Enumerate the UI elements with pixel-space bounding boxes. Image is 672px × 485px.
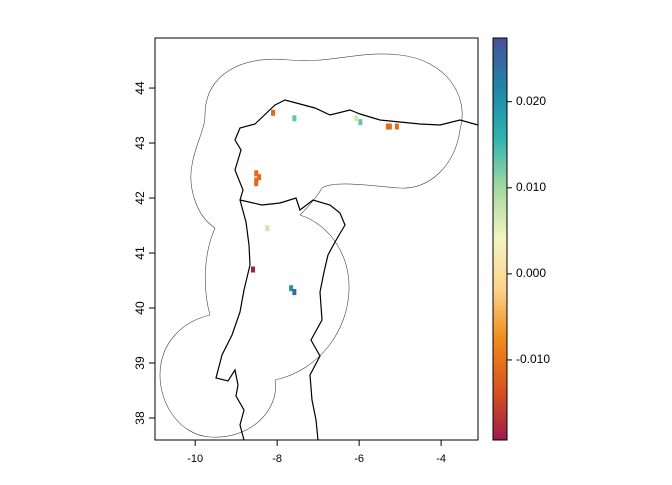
y-tick-label: 39 xyxy=(133,356,147,370)
raster-cell xyxy=(385,123,390,130)
y-tick-label: 43 xyxy=(133,136,147,150)
x-tick-label: -6 xyxy=(354,453,364,465)
plot-frame xyxy=(154,37,479,441)
raster-cell xyxy=(271,109,276,116)
y-tick-label: 44 xyxy=(133,81,147,95)
colorbar-tick-label: 0.010 xyxy=(516,180,546,194)
raster-cell xyxy=(250,266,255,273)
raster-cell xyxy=(358,119,363,126)
colorbar-tick-label: 0.020 xyxy=(516,94,546,108)
map-outlines xyxy=(159,53,479,441)
y-tick-label: 41 xyxy=(133,246,147,260)
raster-cell xyxy=(292,115,297,122)
coastline xyxy=(215,99,479,441)
border xyxy=(239,197,346,441)
colorbar-frame xyxy=(492,37,508,441)
buffer-outline xyxy=(159,53,463,438)
raster-cell xyxy=(387,123,392,130)
x-tick-label: -10 xyxy=(187,453,203,465)
colorbar-tick-label: 0.000 xyxy=(516,266,546,280)
x-tick-label: -4 xyxy=(436,453,446,465)
raster-cell xyxy=(292,289,297,296)
raster-cell xyxy=(354,115,359,122)
raster-cell xyxy=(394,123,399,130)
raster-cell xyxy=(254,180,259,187)
y-tick-label: 40 xyxy=(133,301,147,315)
y-tick-label: 38 xyxy=(133,411,147,425)
colorbar xyxy=(493,38,507,440)
x-tick-label: -8 xyxy=(272,453,282,465)
raster-cell xyxy=(257,174,262,181)
raster-cell xyxy=(265,225,270,232)
raster-cell xyxy=(254,170,259,177)
raster-cell xyxy=(289,285,294,292)
colorbar-tick-label: -0.010 xyxy=(516,352,550,366)
y-tick-label: 42 xyxy=(133,191,147,205)
